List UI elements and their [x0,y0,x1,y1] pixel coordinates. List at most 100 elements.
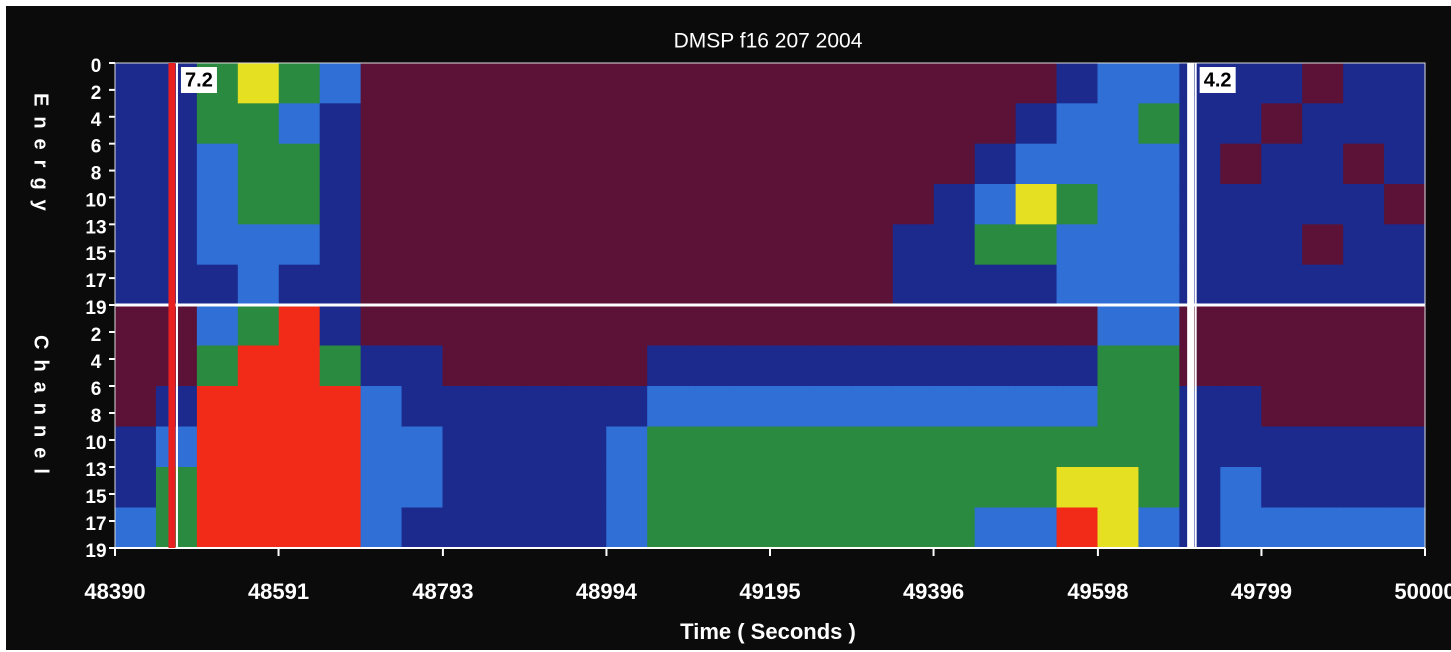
y-axis-label: Channel [30,335,52,484]
heat-cell [483,426,525,468]
heat-cell [1302,467,1344,509]
heat-cell [401,63,444,104]
heat-cell [115,224,157,266]
heat-cell [606,467,648,509]
heat-cell [1384,507,1426,549]
heat-cell [851,63,894,104]
heat-cell [810,386,853,428]
heat-cell [729,426,771,468]
heat-cell [1384,264,1426,306]
heat-cell [524,143,566,185]
heat-cell [319,426,362,468]
heat-cell [1261,426,1303,468]
heat-cell [810,63,853,104]
y-tick-label: 4 [91,110,102,131]
heat-cell [770,386,812,428]
heat-cell [1261,184,1303,225]
heat-cell [442,264,485,306]
heat-cell [1138,386,1180,428]
heat-cell [974,345,1017,387]
heat-cell [647,224,689,266]
heat-cell [401,103,444,145]
heat-cell [319,224,362,266]
heat-cell [933,103,976,145]
heat-cell [1097,103,1140,145]
heat-cell [647,426,689,468]
heat-cell [401,184,444,225]
heat-cell [401,507,444,549]
x-tick-label: 49195 [739,579,800,604]
heat-cell [360,264,403,306]
heat-cell [442,143,485,185]
heat-cell [933,467,976,509]
heat-cell [1384,345,1426,387]
heat-cell [892,305,935,347]
heat-cell [237,507,280,549]
heat-cell [933,143,976,185]
heat-cell [196,264,239,306]
heat-cell [1261,507,1303,549]
y-tick-label: 8 [91,406,102,427]
heat-cell [647,507,689,549]
heat-cell [196,103,239,145]
heat-cell [1138,305,1180,347]
heat-cell [1343,184,1385,225]
heat-cell [1343,386,1385,428]
heat-cell [1056,143,1099,185]
heat-cell [1302,345,1344,387]
heat-cell [647,103,689,145]
heat-cell [1015,305,1058,347]
heat-cell [442,305,485,347]
heat-cell [729,507,771,549]
heat-cell [442,224,485,266]
heat-cell [565,426,607,468]
heat-cell [1302,386,1344,428]
heat-cell [1261,467,1303,509]
heat-cell [810,426,853,468]
heat-cell [1343,507,1385,549]
heat-cell [1097,63,1140,104]
heat-cell [1179,345,1221,387]
heat-cell [524,305,566,347]
heat-cell [1384,305,1426,347]
heat-cell [1179,507,1221,549]
heat-cell [442,345,485,387]
heat-cell [1179,386,1221,428]
heat-cell [1056,345,1099,387]
heat-cell [1220,507,1262,549]
heat-cell [1343,467,1385,509]
heat-cell [606,345,648,387]
heat-cell [729,103,771,145]
heat-cell [360,224,403,266]
heat-cell [319,63,362,104]
heat-cell [442,467,485,509]
heat-cell [892,426,935,468]
heat-cell [524,184,566,225]
heat-cell [401,224,444,266]
y-tick-label: 2 [91,325,102,346]
heat-cell [1097,224,1140,266]
heat-cell [565,507,607,549]
heat-cell [606,426,648,468]
heat-cell [1056,184,1099,225]
heat-cell [1015,467,1058,509]
heat-cell [1220,426,1262,468]
heat-cell [892,184,935,225]
y-tick-label: 13 [85,217,106,238]
y-tick-label: 15 [85,487,107,508]
heat-cell [115,143,157,185]
heat-cell [810,345,853,387]
heat-cell [565,264,607,306]
heat-cell [851,426,894,468]
heat-cell [196,345,239,387]
heat-cell [1261,345,1303,387]
heat-cell [770,345,812,387]
heat-cell [237,143,280,185]
y-tick-label: 4 [91,352,102,373]
heat-cell [360,426,403,468]
heat-cell [360,345,403,387]
heat-cell [401,386,444,428]
heat-cell [1302,264,1344,306]
heat-cell [1138,467,1180,509]
heat-cell [647,345,689,387]
